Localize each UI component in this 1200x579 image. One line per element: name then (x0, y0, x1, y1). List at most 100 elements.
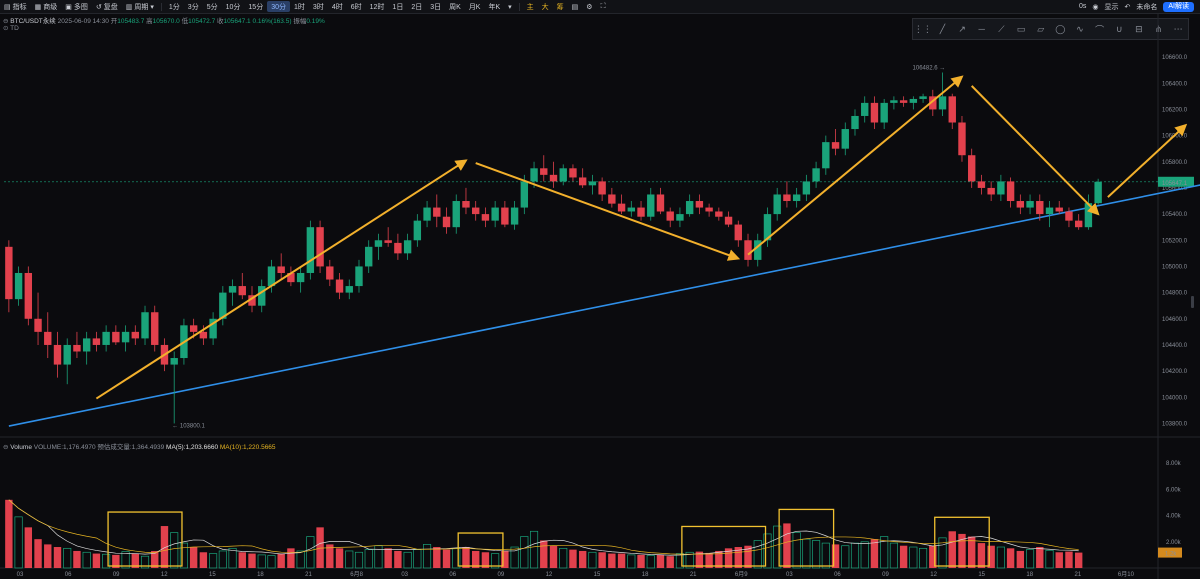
volume-bar (209, 553, 218, 569)
volume-bar (938, 537, 947, 569)
volume-bar (763, 533, 772, 569)
toolbar-template-button[interactable]: ▦ 商级 (31, 1, 62, 12)
candle-body (763, 214, 772, 241)
eye-icon[interactable]: ⊙ (3, 25, 11, 32)
candle-body (773, 194, 781, 215)
camera-icon[interactable]: ◉ (1092, 3, 1099, 11)
volume-bar (841, 545, 850, 569)
volume-bar (462, 547, 470, 568)
h-line-icon[interactable]: ─ (978, 24, 985, 34)
undo-icon[interactable]: ↶ (1124, 3, 1131, 11)
candle-body (1065, 211, 1073, 221)
volume-ma10: MA(10):1,220.5665 (219, 444, 276, 451)
interval-12-button[interactable]: 2日 (411, 3, 423, 11)
ai-button[interactable]: AI解读 (1163, 1, 1194, 12)
candle-body (24, 272, 33, 319)
volume-bar (1074, 552, 1083, 568)
interval-4-button[interactable]: 15分 (248, 3, 264, 11)
toolbar-indicator-button[interactable]: ▤ 指标 (0, 1, 31, 12)
display-button[interactable]: 显示 (1104, 3, 1119, 11)
interval-2-button[interactable]: 5分 (206, 3, 218, 11)
indicator-toggle-0[interactable]: 主 (526, 3, 534, 11)
interval-more-icon[interactable]: ▾ (508, 3, 512, 11)
curve-icon[interactable]: ⌒ (1095, 24, 1105, 35)
volume-tick-label: 2.00k (1166, 540, 1182, 546)
volume-bar (783, 523, 791, 568)
volume-bar (267, 555, 276, 569)
settings-icon[interactable]: ⚙ (586, 3, 593, 11)
volume-bar (248, 553, 256, 568)
candle-body (102, 331, 110, 345)
candle-body (841, 129, 849, 149)
interval-1-button[interactable]: 3分 (187, 3, 199, 11)
rect-icon[interactable]: ▭ (1016, 23, 1026, 34)
volume-bar (199, 552, 208, 568)
divider (518, 2, 520, 11)
volume-bar (131, 553, 139, 568)
ray-icon[interactable]: ↗ (958, 23, 966, 34)
volume-bar (802, 538, 811, 569)
candle-body (491, 207, 499, 221)
candle-body (433, 207, 441, 217)
interval-10-button[interactable]: 12时 (369, 3, 385, 11)
volume-bar (160, 526, 169, 568)
toolbar-label: 商级 (43, 3, 58, 11)
pitchfork-icon[interactable]: ⋔ (1154, 23, 1163, 34)
parallel-icon[interactable]: ▱ (1037, 23, 1045, 34)
candle-body (151, 312, 159, 345)
interval-3-button[interactable]: 10分 (225, 3, 241, 11)
interval-9-button[interactable]: 6时 (350, 3, 362, 11)
chevron-down-icon: ▾ (150, 3, 154, 11)
price-tick-label: 104800.0 (1162, 291, 1188, 297)
interval-0-button[interactable]: 1分 (168, 3, 180, 11)
more-icon[interactable]: ⋯ (1173, 23, 1183, 34)
fib-icon[interactable]: ⊟ (1135, 23, 1143, 34)
toolbar-replay-button[interactable]: ↺ 复盘 (92, 1, 122, 12)
candle-body (637, 207, 645, 217)
expand-icon[interactable]: ⛶ (600, 2, 606, 10)
indicator-toggle-1[interactable]: 大 (541, 3, 549, 11)
candle-body (121, 331, 130, 343)
volume-bar (889, 542, 898, 569)
time-tick-label: 6月8 (350, 571, 363, 578)
volume-bar (968, 536, 976, 568)
list-icon[interactable]: ▤ (571, 3, 579, 11)
toolbar-right: 0s ◉ 显示 ↶ 未命名 AI解读 (1079, 0, 1194, 13)
interval-16-button[interactable]: 年K (488, 3, 501, 11)
interval-15-button[interactable]: 月K (468, 3, 481, 11)
candle-body (705, 207, 713, 212)
line-icon[interactable]: ╱ (939, 23, 946, 34)
candle-body (471, 207, 480, 215)
candle-body (34, 318, 42, 332)
candle-body (296, 272, 305, 283)
arc-icon[interactable]: ∪ (1115, 23, 1123, 34)
layout-name-button[interactable]: 未命名 (1136, 3, 1158, 11)
volume-collapse-icon[interactable]: ⊖ (3, 444, 11, 451)
cursor-icon[interactable]: ⋮⋮ (913, 23, 932, 34)
interval-6-button[interactable]: 1时 (294, 3, 305, 11)
collapse-icon[interactable]: ⊖ (3, 18, 11, 25)
candle-body (549, 174, 558, 182)
time-tick-label: 06 (834, 572, 841, 578)
time-tick-label: 12 (546, 572, 553, 578)
candle-body (899, 100, 908, 103)
multi-chart-icon: ▣ (65, 3, 72, 11)
volume-bar (384, 548, 392, 568)
indicator-toggle-2[interactable]: 筹 (556, 3, 564, 11)
circle-icon[interactable]: ◯ (1055, 23, 1066, 34)
toolbar-period-button[interactable]: ▥ 周期 ▾ (122, 1, 158, 12)
interval-14-button[interactable]: 周K (449, 3, 461, 11)
toolbar-multi-chart-button[interactable]: ▣ 多图 (61, 1, 92, 12)
candle-body (802, 181, 811, 195)
candle-body (1016, 201, 1025, 208)
path-icon[interactable]: ∿ (1076, 23, 1084, 34)
candle-body (73, 344, 81, 352)
interval-8-button[interactable]: 4时 (331, 3, 343, 11)
interval-11-button[interactable]: 1日 (392, 3, 404, 11)
trend-icon[interactable]: ⟋ (998, 23, 1005, 34)
interval-13-button[interactable]: 3日 (430, 3, 442, 11)
interval-7-button[interactable]: 3时 (312, 3, 324, 11)
interval-5-button[interactable]: 30分 (267, 1, 290, 12)
volume-bar (179, 542, 188, 569)
